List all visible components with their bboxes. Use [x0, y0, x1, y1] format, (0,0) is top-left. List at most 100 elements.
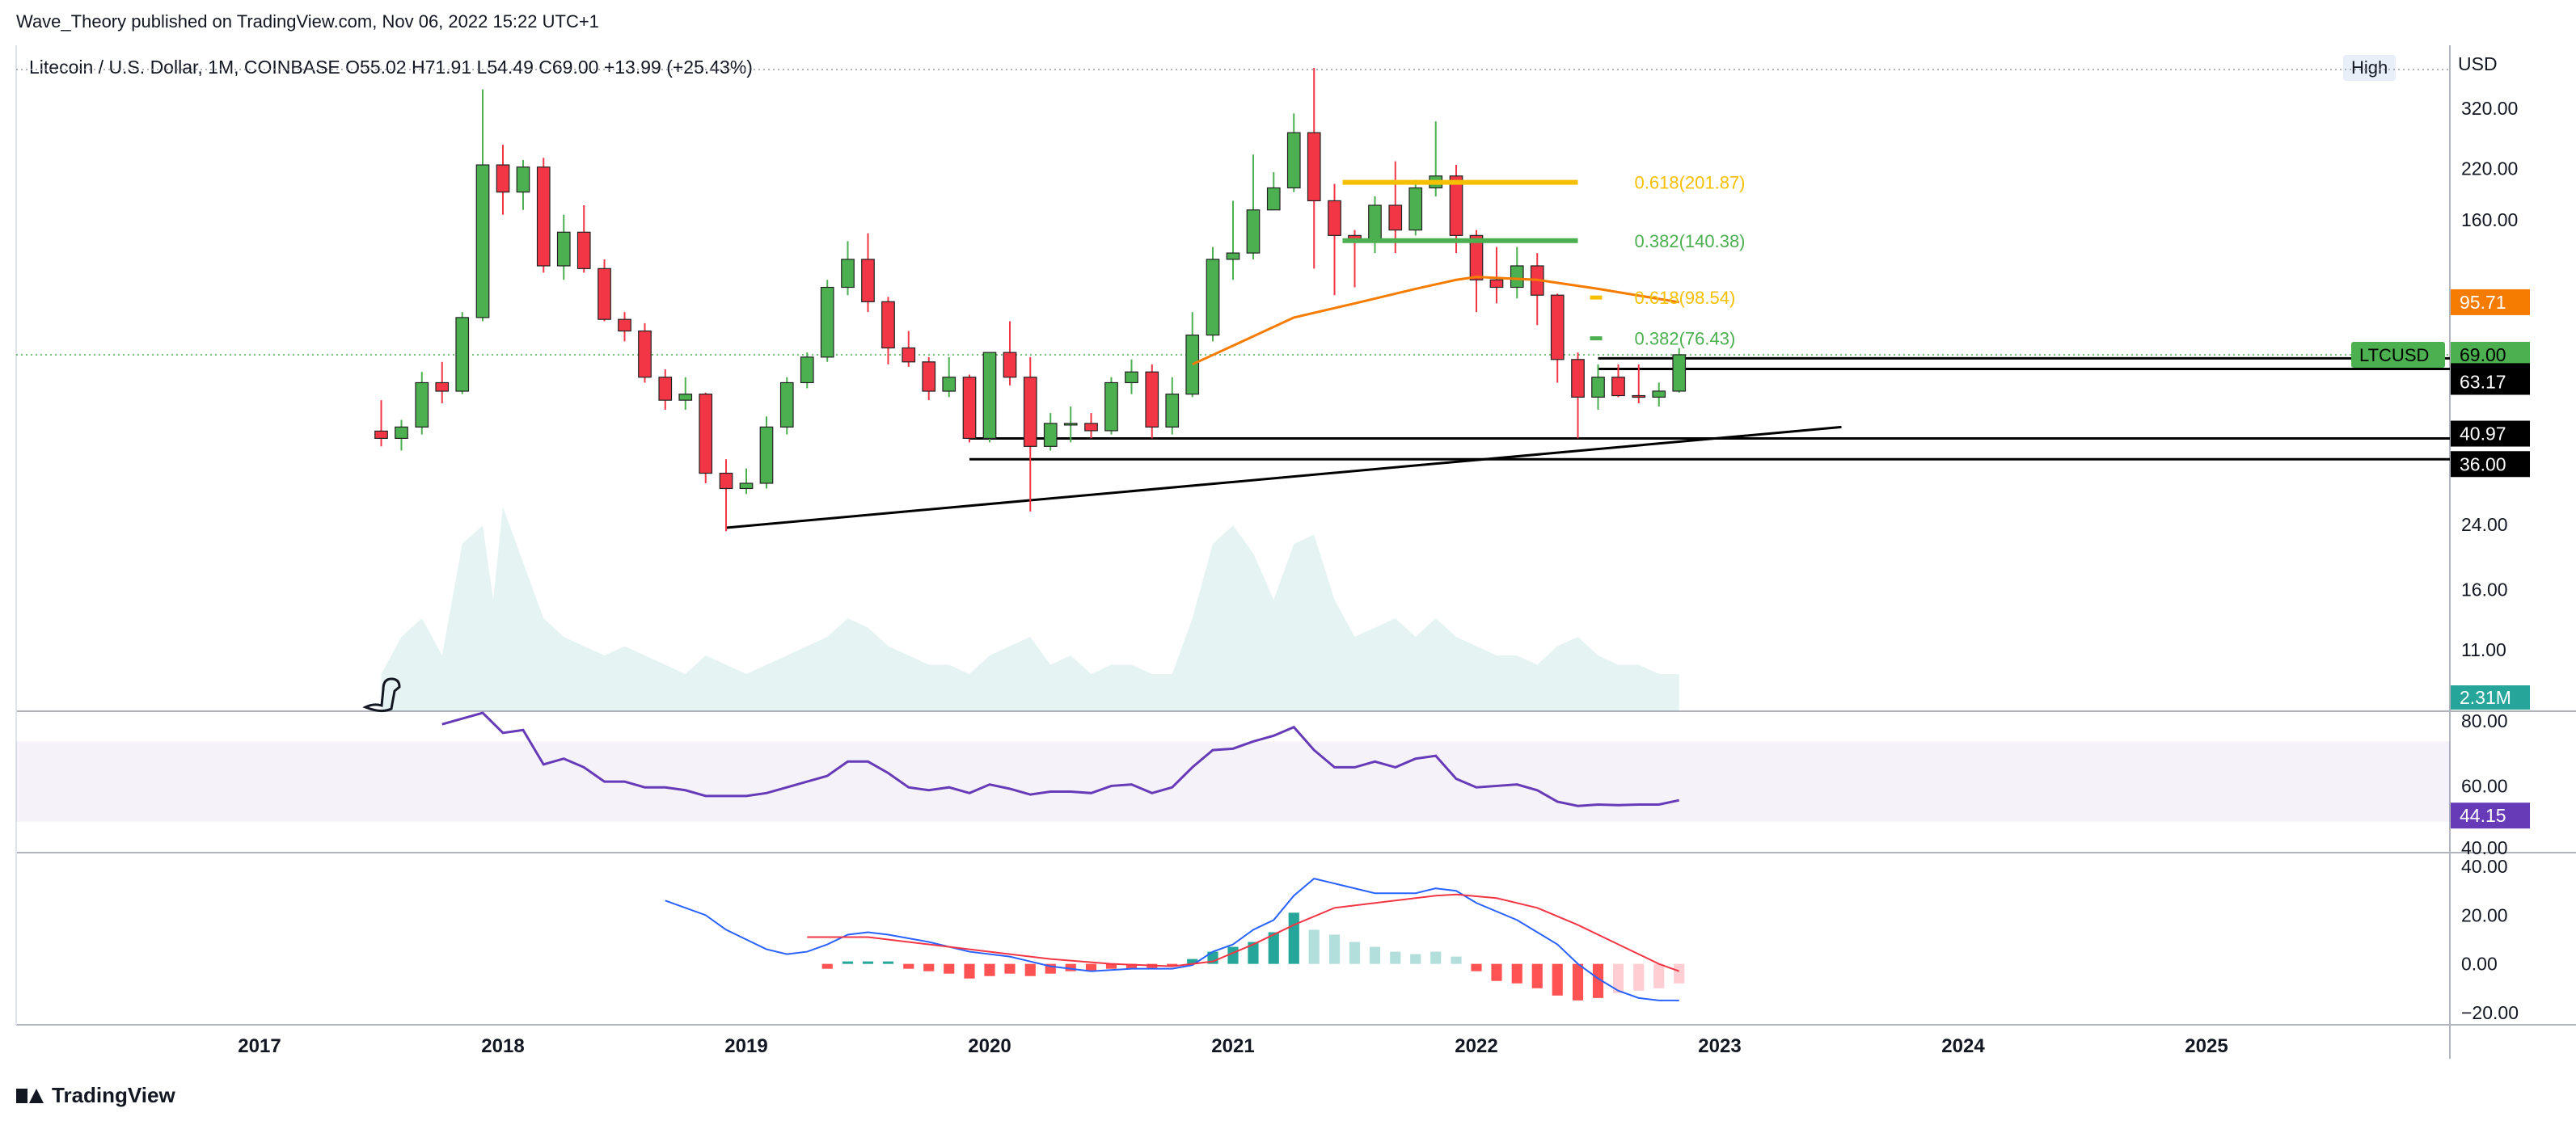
- candle: [1530, 253, 1544, 326]
- time-tick-label: 2022: [1455, 1035, 1497, 1057]
- macd-histogram-bar: [923, 963, 935, 971]
- candle-body: [1084, 423, 1098, 432]
- fib-level-label: 0.382(140.38): [1635, 231, 1746, 251]
- tradingview-logo-icon: [16, 1087, 44, 1105]
- candle: [556, 214, 571, 280]
- candle-body: [1125, 371, 1138, 384]
- macd-histogram-bar: [1308, 929, 1320, 964]
- candle: [1408, 179, 1423, 236]
- macd-histogram-bar: [862, 961, 874, 964]
- candle: [475, 89, 490, 322]
- high-badge[interactable]: High: [2343, 55, 2397, 81]
- rsi-tick-label: 60.00: [2461, 776, 2508, 797]
- candle: [374, 400, 388, 447]
- candle-body: [1246, 209, 1261, 254]
- price-label-bg: [2451, 420, 2530, 447]
- time-tick-label: 2020: [968, 1035, 1011, 1057]
- price-label-bg: [2451, 369, 2530, 395]
- candle-body: [455, 317, 470, 392]
- volume-label: 2.31M: [2451, 685, 2530, 710]
- ema-line: [1192, 276, 1679, 366]
- time-axis[interactable]: 2017 2018 2019 2020 2021 2022 2023 2024 2025: [238, 1035, 2228, 1057]
- candle-body: [1510, 265, 1524, 289]
- candle: [942, 356, 956, 398]
- chart-frame: [15, 45, 2576, 1059]
- rsi-pane[interactable]: [16, 711, 2450, 822]
- macd-histogram-bar: [1024, 963, 1036, 976]
- candle: [1043, 413, 1058, 451]
- candle: [618, 312, 631, 342]
- candle-body: [759, 426, 774, 484]
- candle: [1672, 348, 1687, 393]
- time-tick-label: 2025: [2185, 1035, 2228, 1057]
- candle: [1368, 196, 1382, 254]
- candle-body: [1489, 279, 1504, 289]
- candle-body: [1652, 390, 1666, 398]
- time-tick-label: 2017: [238, 1035, 281, 1057]
- candle-body: [1388, 204, 1403, 231]
- candle: [395, 419, 408, 451]
- candle-body: [861, 259, 875, 302]
- volume-label-text: 2.31M: [2460, 687, 2511, 708]
- candle: [638, 322, 652, 383]
- candle-body: [1063, 423, 1078, 426]
- candle: [1328, 183, 1341, 296]
- candle-body: [1104, 381, 1118, 432]
- fib-level-label: 0.618(98.54): [1635, 288, 1736, 308]
- price-tick-label: 160.00: [2461, 209, 2518, 230]
- candle: [1003, 321, 1017, 386]
- symbol-ohlc-line[interactable]: Litecoin / U.S. Dollar, 1M, COINBASE O55…: [29, 57, 753, 78]
- candle-body: [962, 377, 977, 440]
- macd-tick-label: 40.00: [2461, 856, 2508, 877]
- candle: [1429, 121, 1443, 196]
- macd-pane[interactable]: [665, 878, 1685, 1001]
- rsi-line: [441, 711, 1680, 807]
- macd-histogram-bar: [1531, 963, 1543, 988]
- candle: [435, 361, 450, 404]
- candle: [678, 377, 693, 410]
- macd-histogram-bar: [1125, 963, 1138, 969]
- rsi-current-label: 44.15: [2451, 803, 2530, 829]
- candle-body: [598, 268, 611, 320]
- candle-body: [739, 482, 754, 490]
- candle-body: [982, 352, 997, 440]
- macd-signal-line: [807, 893, 1680, 972]
- candle: [861, 233, 875, 313]
- candle-body: [1672, 354, 1687, 392]
- macd-histogram-bar: [1369, 946, 1381, 964]
- macd-histogram-bar: [1511, 963, 1522, 984]
- candle: [1266, 172, 1281, 211]
- candle: [1469, 230, 1484, 313]
- candle: [1591, 364, 1605, 410]
- candle: [496, 145, 510, 215]
- candle: [1286, 113, 1301, 192]
- macd-histogram-bar: [1167, 963, 1178, 967]
- macd-histogram-bar: [842, 961, 854, 964]
- rsi-tick-label: 40.00: [2461, 837, 2508, 858]
- candle-body: [1286, 132, 1301, 189]
- price-label-bg: [2351, 341, 2445, 368]
- currency-label[interactable]: USD: [2458, 53, 2498, 74]
- price-label-text: 95.71: [2460, 292, 2506, 313]
- rsi-current-bg: [2451, 803, 2530, 829]
- price-axis[interactable]: 320.00220.00160.0024.0016.0011.008.0095.…: [2351, 98, 2530, 1023]
- candle-body: [1206, 259, 1220, 336]
- macd-histogram-bar: [1592, 963, 1604, 998]
- candle: [1084, 413, 1098, 439]
- candle: [1165, 377, 1180, 435]
- macd-line: [665, 878, 1679, 1001]
- candle-body: [820, 286, 834, 358]
- tradingview-footer[interactable]: TradingView: [16, 1083, 175, 1108]
- candle: [699, 392, 713, 483]
- macd-histogram-bar: [1187, 959, 1198, 964]
- candle-body: [415, 381, 429, 428]
- candle: [1652, 382, 1666, 407]
- candle: [982, 352, 997, 443]
- dinosaur-outline: [362, 677, 401, 713]
- publisher-line: Wave_Theory published on TradingView.com…: [16, 11, 599, 32]
- price-pane[interactable]: 0.618(201.87) 0.382(140.38) 0.618(98.54) 0.…: [16, 67, 2450, 713]
- dinosaur-icon: [362, 677, 401, 713]
- time-tick-label: 2018: [481, 1035, 524, 1057]
- trendline: [725, 425, 1842, 529]
